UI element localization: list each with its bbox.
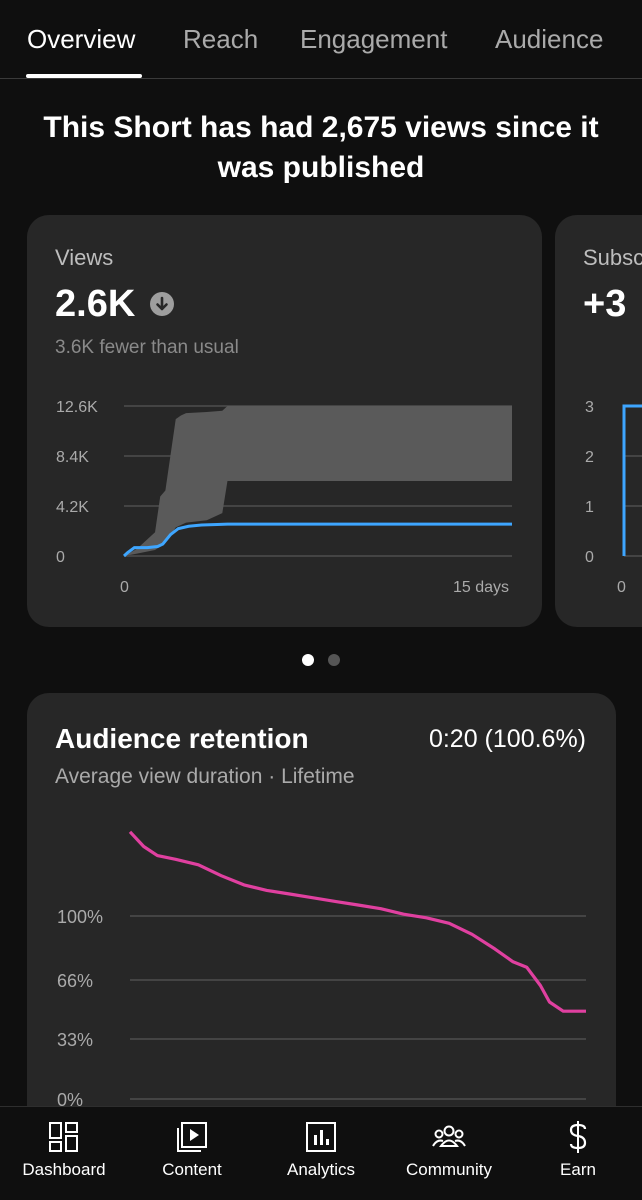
- subscribers-y-tick-label: 1: [585, 499, 594, 516]
- typical-range-band: [124, 406, 512, 556]
- nav-community-label: Community: [406, 1160, 492, 1179]
- nav-earn[interactable]: Earn: [514, 1107, 642, 1200]
- nav-dashboard[interactable]: Dashboard: [0, 1107, 128, 1200]
- retention-chart: 100% 66% 33% 0%: [57, 830, 586, 1110]
- views-series-line: [122, 522, 512, 558]
- tab-bar: Overview Reach Engagement Audience: [0, 0, 642, 79]
- subscribers-value: +3: [583, 283, 627, 325]
- nav-analytics[interactable]: Analytics: [257, 1107, 385, 1200]
- retention-y-tick-label: 100%: [57, 907, 103, 927]
- subscribers-y-tick-label: 2: [585, 449, 594, 466]
- audience-retention-card[interactable]: Audience retention 0:20 (100.6%) Average…: [27, 693, 616, 1153]
- nav-analytics-label: Analytics: [286, 1160, 356, 1179]
- views-label: Views: [55, 245, 114, 270]
- tab-overview[interactable]: Overview: [27, 24, 136, 54]
- nav-community[interactable]: Community: [385, 1107, 513, 1200]
- views-y-tick-label: 4.2K: [56, 499, 89, 516]
- tab-audience[interactable]: Audience: [495, 24, 604, 54]
- views-value: 2.6K: [55, 283, 136, 325]
- content-icon: [177, 1122, 207, 1152]
- subscribers-label: Subscribers: [583, 245, 642, 270]
- subscribers-x-tick-label: 0: [617, 579, 626, 596]
- subscribers-chart: 3 2 1 0 0: [585, 399, 642, 596]
- views-x-tick-label: 15 days: [453, 579, 509, 596]
- retention-series-line: [128, 830, 586, 1013]
- retention-y-tick-label: 66%: [57, 971, 93, 991]
- page-headline: This Short has had 2,675 views since it …: [43, 111, 599, 184]
- dashboard-icon: [49, 1122, 78, 1152]
- earn-icon: [569, 1121, 587, 1153]
- views-comparison: 3.6K fewer than usual: [55, 337, 239, 358]
- retention-y-tick-label: 33%: [57, 1030, 93, 1050]
- views-y-tick-label: 8.4K: [56, 449, 89, 466]
- subscribers-y-tick-label: 3: [585, 399, 594, 416]
- arrow-down-circle-icon: [150, 292, 174, 316]
- analytics-icon: [306, 1122, 336, 1152]
- pagination-dot-2[interactable]: [328, 654, 340, 666]
- bottom-navigation: Dashboard Content Analytics: [0, 1106, 642, 1200]
- community-icon: [432, 1125, 466, 1147]
- nav-dashboard-label: Dashboard: [22, 1160, 106, 1179]
- retention-value: 0:20 (100.6%): [428, 725, 586, 753]
- retention-y-tick-label: 0%: [57, 1090, 83, 1110]
- nav-content-label: Content: [162, 1160, 222, 1179]
- views-chart: 12.6K 8.4K 4.2K 0 0 15 days: [56, 399, 512, 596]
- retention-subtitle: Average view duration · Lifetime: [55, 765, 355, 788]
- subscribers-y-tick-label: 0: [585, 549, 594, 566]
- tab-engagement[interactable]: Engagement: [300, 24, 448, 54]
- views-card[interactable]: Views 2.6K 3.6K fewer than usual 12.6K 8.…: [27, 215, 542, 627]
- nav-content[interactable]: Content: [128, 1107, 256, 1200]
- views-x-tick-label: 0: [120, 579, 129, 596]
- views-y-tick-label: 12.6K: [56, 399, 98, 416]
- active-tab-indicator: [26, 74, 142, 78]
- subscribers-series-line: [622, 404, 642, 556]
- tab-reach[interactable]: Reach: [183, 24, 259, 54]
- subscribers-card[interactable]: Subscribers +3 3 2 1 0 0: [555, 215, 642, 627]
- pagination-dot-1[interactable]: [302, 654, 314, 666]
- nav-earn-label: Earn: [560, 1160, 596, 1179]
- views-y-tick-label: 0: [56, 549, 65, 566]
- retention-title: Audience retention: [55, 723, 309, 754]
